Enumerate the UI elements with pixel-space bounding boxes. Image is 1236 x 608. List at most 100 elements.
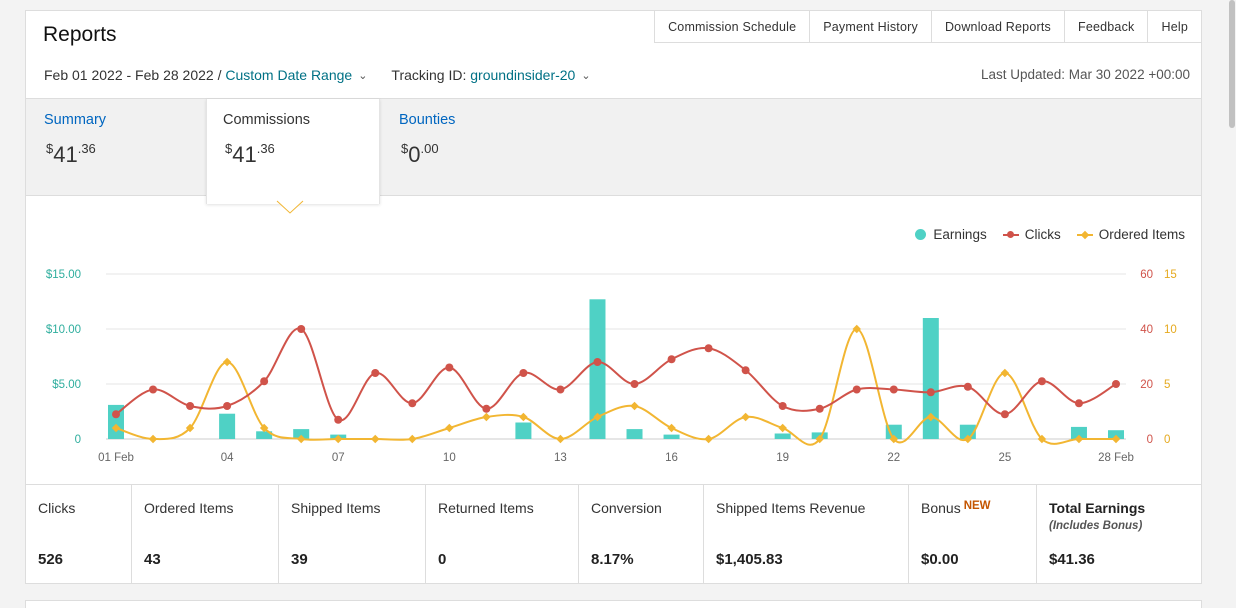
y-left-tick-label: $10.00 [46, 324, 81, 336]
tab-summary-label[interactable]: Summary [44, 112, 107, 128]
stat-label: Returned Items [438, 500, 534, 516]
ordered-items-point [704, 434, 713, 444]
earnings-bar [589, 299, 606, 439]
y-right-ordered-tick-label: 0 [1164, 434, 1170, 446]
next-section-card [25, 600, 1202, 608]
stat-value: 43 [144, 551, 161, 568]
download-reports-button[interactable]: Download Reports [931, 10, 1065, 43]
stat-value: 8.17% [591, 551, 634, 568]
ordered-items-point [296, 434, 306, 444]
earnings-bar [663, 434, 680, 439]
stat-value: $41.36 [1049, 551, 1095, 568]
ordered-items-point [148, 434, 158, 444]
stat-bonus: Bonus NEW $0.00 [909, 485, 1037, 584]
clicks-point [556, 385, 565, 394]
ordered-items-point [1111, 434, 1121, 444]
earnings-dot-icon [915, 229, 927, 240]
clicks-point [667, 355, 676, 364]
tab-bounties-value: $0.00 [401, 141, 439, 167]
new-badge: NEW [963, 500, 991, 512]
clicks-point [741, 366, 750, 375]
ordered-items-point [963, 434, 973, 444]
stat-label: Ordered Items [144, 500, 234, 516]
tab-summary[interactable]: Summary $41.36 [44, 99, 219, 197]
stat-label: Conversion [591, 500, 662, 516]
ordered-items-point [815, 434, 824, 444]
y-right-ordered-tick-label: 5 [1164, 379, 1170, 391]
stat-total-earnings: Total Earnings (Includes Bonus) $41.36 [1037, 485, 1201, 584]
earnings-bar [256, 431, 273, 439]
page-scrollbar[interactable] [1228, 0, 1236, 608]
y-right-ordered-tick-label: 15 [1164, 269, 1177, 281]
stat-label: Bonus NEW [921, 500, 991, 516]
legend-clicks[interactable]: Clicks [1002, 227, 1061, 242]
stat-label: Shipped Items Revenue [716, 500, 866, 516]
earnings-bar [219, 413, 236, 439]
clicks-point [1037, 377, 1046, 386]
ordered-items-point [778, 423, 787, 433]
ordered-items-point [482, 412, 491, 422]
x-tick-label: 25 [998, 452, 1011, 464]
earnings-bar [1070, 426, 1087, 439]
y-left-tick-label: 0 [75, 434, 81, 446]
legend-earnings[interactable]: Earnings [915, 227, 987, 242]
clicks-point [445, 363, 454, 372]
tab-bounties[interactable]: Bounties $0.00 [399, 99, 574, 197]
chart-legend: Earnings Clicks Ordered Items [899, 227, 1185, 242]
earnings-bar [885, 424, 902, 439]
clicks-point [889, 385, 898, 394]
clicks-point [926, 388, 935, 397]
chevron-down-icon[interactable]: ⌄ [581, 69, 591, 82]
tab-bounties-label[interactable]: Bounties [399, 112, 456, 128]
stat-label: Clicks [38, 500, 76, 516]
clicks-point [704, 344, 713, 353]
clicks-point [371, 369, 380, 377]
x-tick-label: 19 [776, 452, 789, 464]
clicks-point [519, 369, 528, 377]
clicks-point [852, 385, 861, 394]
scrollbar-thumb[interactable] [1229, 0, 1235, 128]
ordered-items-point [667, 423, 676, 433]
payment-history-button[interactable]: Payment History [810, 10, 932, 43]
reports-card: Reports Commission Schedule Payment Hist… [25, 10, 1202, 584]
clicks-point [408, 399, 417, 408]
x-tick-label: 16 [665, 452, 678, 464]
ordered-items-point [1037, 434, 1047, 444]
filter-bar: Feb 01 2022 - Feb 28 2022 / Custom Date … [44, 67, 615, 83]
x-tick-label: 01 Feb [98, 452, 134, 464]
x-tick-label: 13 [554, 452, 567, 464]
tracking-id-dropdown[interactable]: groundinsider-20 [470, 67, 576, 83]
stat-shipped-items: Shipped Items 39 [279, 485, 426, 584]
tab-commissions-value: $41.36 [225, 141, 275, 167]
legend-clicks-label: Clicks [1024, 227, 1061, 242]
date-range-dropdown[interactable]: Custom Date Range [225, 67, 353, 83]
tab-commissions[interactable]: Commissions $41.36 [206, 99, 380, 204]
clicks-point [593, 358, 602, 366]
stat-sublabel: (Includes Bonus) [1049, 520, 1143, 532]
ordered-items-point [1000, 368, 1010, 378]
chevron-down-icon[interactable]: ⌄ [358, 69, 368, 82]
ordered-items-point [852, 324, 861, 334]
legend-earnings-label: Earnings [933, 227, 987, 242]
ordered-items-point [371, 434, 380, 444]
ordered-items-point [926, 412, 936, 422]
stats-bar: Clicks 526 Ordered Items 43 Shipped Item… [26, 484, 1201, 584]
y-left-tick-label: $5.00 [52, 379, 81, 391]
stat-conversion: Conversion 8.17% [579, 485, 704, 584]
clicks-point [260, 377, 269, 386]
x-tick-label: 07 [332, 452, 345, 464]
legend-ordered-items[interactable]: Ordered Items [1076, 227, 1185, 242]
help-button[interactable]: Help [1148, 10, 1202, 43]
stat-shipped-items-revenue: Shipped Items Revenue $1,405.83 [704, 485, 909, 584]
stat-value: 39 [291, 551, 308, 568]
earnings-bar [1108, 430, 1124, 439]
earnings-chart: 0 $5.00 $10.00 $15.00 0 20 40 60 0 5 10 15 01 Feb 04 0… [26, 211, 1201, 486]
earnings-bar [922, 318, 939, 439]
ordered-items-point [556, 434, 565, 444]
ordered-items-point [1074, 434, 1084, 444]
last-updated: Last Updated: Mar 30 2022 +00:00 [980, 67, 1190, 82]
commission-schedule-button[interactable]: Commission Schedule [654, 10, 811, 43]
ordered-items-point [593, 412, 602, 422]
clicks-point [186, 402, 195, 410]
feedback-button[interactable]: Feedback [1064, 10, 1149, 43]
